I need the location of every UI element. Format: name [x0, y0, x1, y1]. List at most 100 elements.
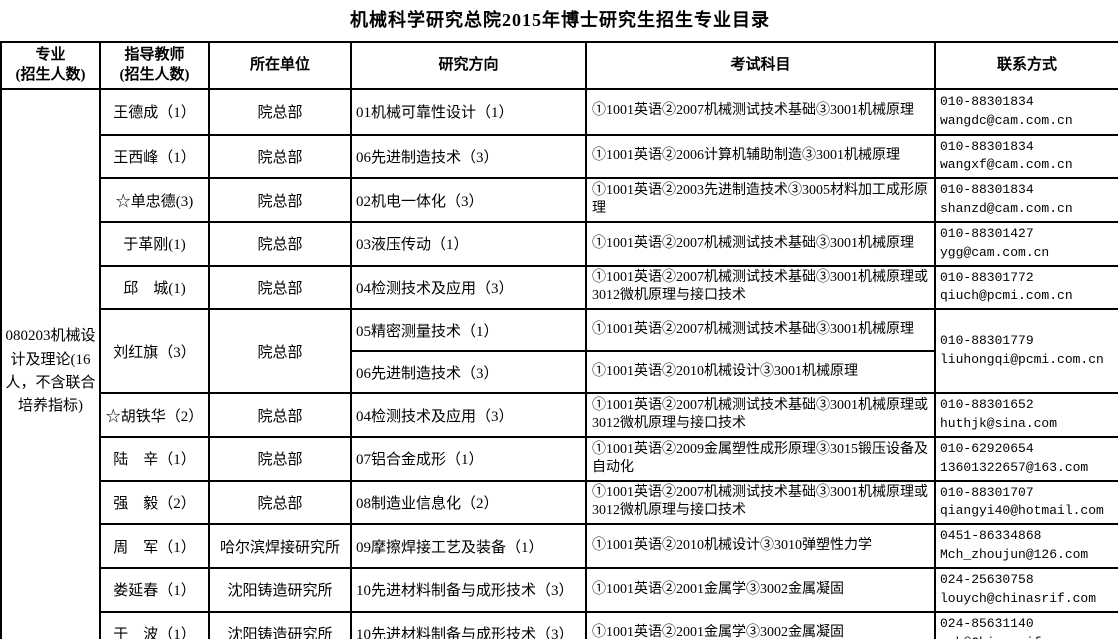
unit-cell: 院总部 [208, 87, 352, 136]
phone: 010-62920654 [940, 440, 1034, 456]
direction-cell: 06先进制造技术（3） [350, 133, 587, 180]
unit-cell: 院总部 [208, 479, 352, 526]
email: qiuch@pcmi.com.cn [940, 288, 1073, 304]
contact-cell: 024-25630758 louych@chinasrif.com [934, 567, 1118, 613]
exam-cell: ①1001英语②2009金属塑性成形原理③3015锻压设备及自动化 [585, 435, 936, 482]
email: wangxf@cam.com.cn [940, 157, 1073, 173]
teacher-cell: 邱 城(1) [99, 264, 210, 311]
unit-cell: 沈阳铸造研究所 [208, 567, 352, 613]
contact-cell: 010-88301772 qiuch@pcmi.com.cn [934, 264, 1118, 311]
email: 13601322657@163.com [940, 459, 1089, 475]
unit-cell: 院总部 [208, 392, 352, 438]
col-header-major: 专业 (招生人数) [0, 41, 101, 90]
direction-cell: 04检测技术及应用（3） [350, 392, 587, 438]
table-row: 周 军（1） 哈尔滨焊接研究所 09摩擦焊接工艺及装备（1） ①1001英语②2… [1, 523, 1118, 569]
contact-cell: 010-88301834 shanzd@cam.com.cn [934, 177, 1118, 223]
exam-cell: ①1001英语②2001金属学③3002金属凝固 [585, 567, 936, 613]
email: ygg@cam.com.cn [940, 244, 1050, 260]
direction-cell: 01机械可靠性设计（1） [350, 87, 587, 136]
teacher-cell: 陆 辛（1） [99, 435, 210, 482]
exam-cell: ①1001英语②2007机械测试技术基础③3001机械原理 [585, 220, 936, 267]
table-row: 娄延春（1） 沈阳铸造研究所 10先进材料制备与成形技术（3） ①1001英语②… [1, 567, 1118, 613]
phone: 010-88301652 [940, 397, 1034, 413]
teacher-cell: 周 军（1） [99, 523, 210, 569]
exam-cell: ①1001英语②2007机械测试技术基础③3001机械原理 [585, 308, 936, 353]
table-row: ☆单忠德(3) 院总部 02机电一体化（3） ①1001英语②2003先进制造技… [1, 177, 1118, 223]
table-row: 于 波（1） 沈阳铸造研究所 10先进材料制备与成形技术（3） ①1001英语②… [1, 610, 1118, 639]
exam-cell: ①1001英语②2007机械测试技术基础③3001机械原理 [585, 87, 936, 136]
phone: 010-88301779 [940, 333, 1034, 349]
col-header-advisor: 指导教师 (招生人数) [99, 41, 210, 90]
email: Mch_zhoujun@126.com [940, 547, 1089, 563]
teacher-cell: 王西峰（1） [99, 133, 210, 180]
col-header-direction: 研究方向 [350, 41, 587, 90]
exam-cell: ①1001英语②2010机械设计③3001机械原理 [585, 350, 936, 395]
email: qiangyi40@hotmail.com [940, 503, 1104, 519]
exam-cell: ①1001英语②2006计算机辅助制造③3001机械原理 [585, 133, 936, 180]
phone: 010-88301707 [940, 484, 1034, 500]
teacher-cell: 于革刚(1) [99, 220, 210, 267]
email: wangdc@cam.com.cn [940, 112, 1073, 128]
direction-cell: 10先进材料制备与成形技术（3） [350, 610, 587, 639]
contact-cell: 0451-86334868 Mch_zhoujun@126.com [934, 523, 1118, 569]
email: louych@chinasrif.com [940, 590, 1097, 606]
table-row: 陆 辛（1） 院总部 07铝合金成形（1） ①1001英语②2009金属塑性成形… [1, 435, 1118, 482]
table-row: 刘红旗（3） 院总部 05精密测量技术（1） ①1001英语②2007机械测试技… [1, 308, 1118, 395]
teacher-cell: 刘红旗（3） [99, 308, 210, 395]
teacher-cell: 王德成（1） [99, 87, 210, 136]
unit-cell: 院总部 [208, 133, 352, 180]
phone: 024-85631140 [940, 615, 1034, 631]
major-cell: 080203机械设计及理论(16人，不含联合培养指标) [0, 87, 101, 639]
contact-cell: 010-88301652 huthjk@sina.com [934, 392, 1118, 438]
phone: 0451-86334868 [940, 528, 1042, 544]
phone: 024-25630758 [940, 572, 1034, 587]
email: shanzd@cam.com.cn [940, 201, 1073, 217]
direction-cell: 05精密测量技术（1） [350, 308, 587, 353]
phone: 010-88301772 [940, 269, 1034, 285]
phone: 010-88301834 [940, 93, 1034, 109]
phone: 010-88301834 [940, 182, 1034, 198]
direction-cell: 03液压传动（1） [350, 220, 587, 267]
contact-cell: 010-88301707 qiangyi40@hotmail.com [934, 479, 1118, 526]
contact-cell: 010-88301834 wangxf@cam.com.cn [934, 133, 1118, 180]
unit-cell: 院总部 [208, 264, 352, 311]
table-row: 于革刚(1) 院总部 03液压传动（1） ①1001英语②2007机械测试技术基… [1, 220, 1118, 267]
teacher-cell: 娄延春（1） [99, 567, 210, 613]
exam-cell: ①1001英语②2007机械测试技术基础③3001机械原理或3012微机原理与接… [585, 264, 936, 311]
contact-cell: 024-85631140 yub@Chinasrif.com [934, 610, 1118, 639]
table-row: 06先进制造技术（3） ①1001英语②2010机械设计③3001机械原理 [1, 350, 1118, 395]
direction-cell: 09摩擦焊接工艺及装备（1） [350, 523, 587, 569]
exam-cell: ①1001英语②2007机械测试技术基础③3001机械原理或3012微机原理与接… [585, 392, 936, 438]
unit-cell: 院总部 [208, 177, 352, 223]
contact-cell: 010-88301427 ygg@cam.com.cn [934, 220, 1118, 267]
col-header-exam: 考试科目 [585, 41, 936, 90]
direction-cell: 06先进制造技术（3） [350, 350, 587, 395]
exam-cell: ①1001英语②2003先进制造技术③3005材料加工成形原理 [585, 177, 936, 223]
direction-cell: 07铝合金成形（1） [350, 435, 587, 482]
direction-cell: 10先进材料制备与成形技术（3） [350, 567, 587, 613]
teacher-cell: 于 波（1） [99, 610, 210, 639]
table-row: 强 毅（2） 院总部 08制造业信息化（2） ①1001英语②2007机械测试技… [1, 479, 1118, 526]
email: huthjk@sina.com [940, 416, 1058, 432]
contact-cell: 010-62920654 13601322657@163.com [934, 435, 1118, 482]
exam-cell: ①1001英语②2007机械测试技术基础③3001机械原理或3012微机原理与接… [585, 479, 936, 526]
unit-cell: 院总部 [208, 220, 352, 267]
table-row: 王西峰（1） 院总部 06先进制造技术（3） ①1001英语②2006计算机辅助… [1, 133, 1118, 180]
contact-cell: 010-88301834 wangdc@cam.com.cn [934, 87, 1118, 136]
contact-cell: 010-88301779 liuhongqi@pcmi.com.cn [934, 308, 1118, 395]
phone: 010-88301427 [940, 225, 1034, 241]
col-header-unit: 所在单位 [208, 41, 352, 90]
exam-cell: ①1001英语②2001金属学③3002金属凝固 [585, 610, 936, 639]
unit-cell: 沈阳铸造研究所 [208, 610, 352, 639]
phone: 010-88301834 [940, 138, 1034, 154]
email: liuhongqi@pcmi.com.cn [940, 352, 1104, 368]
col-header-contact: 联系方式 [934, 41, 1118, 90]
teacher-cell: ☆单忠德(3) [99, 177, 210, 223]
teacher-cell: ☆胡铁华（2） [99, 392, 210, 438]
email: yub@Chinasrif.com [940, 634, 1114, 639]
unit-cell: 哈尔滨焊接研究所 [208, 523, 352, 569]
table-row: ☆胡铁华（2） 院总部 04检测技术及应用（3） ①1001英语②2007机械测… [1, 392, 1118, 438]
unit-cell: 院总部 [208, 435, 352, 482]
